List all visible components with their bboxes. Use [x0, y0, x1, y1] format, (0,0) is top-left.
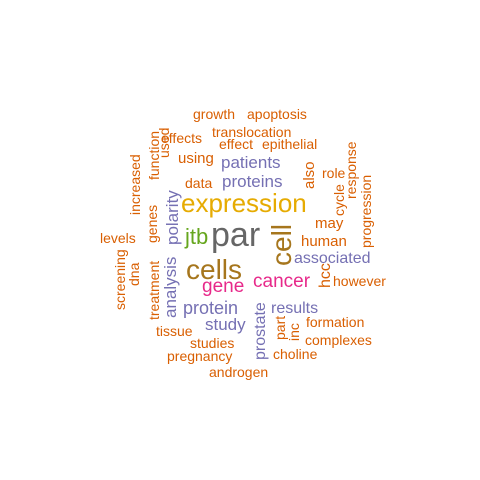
word-may: may [315, 215, 344, 232]
word-proteins: proteins [222, 172, 283, 191]
word-treatment: treatment [146, 260, 162, 320]
word-translocation: translocation [212, 124, 292, 140]
word-apoptosis: apoptosis [247, 106, 307, 122]
word-cells: cells [186, 254, 243, 285]
word-growth: growth [193, 106, 236, 122]
word-dna: dna [126, 262, 142, 286]
word-used: used [156, 127, 172, 158]
word-prostate: prostate [252, 302, 269, 360]
word-results: results [271, 300, 319, 317]
word-data: data [185, 175, 213, 191]
word-expression: expression [181, 188, 307, 218]
word-however: however [333, 273, 386, 289]
word-also: also [301, 161, 318, 189]
word-levels: levels [100, 230, 136, 246]
word-response: response [343, 141, 359, 199]
word-cancer: cancer [253, 271, 311, 292]
word-effect: effect [219, 136, 253, 152]
word-complexes: complexes [305, 332, 372, 348]
word-cell: cell [266, 223, 297, 266]
word-formation: formation [306, 314, 365, 330]
word-associated: associated [294, 250, 371, 267]
word-par: par [211, 216, 261, 254]
word-epithelial: epithelial [262, 136, 318, 152]
word-jtb: jtb [185, 224, 209, 249]
word-progression: progression [358, 174, 374, 248]
word-role: role [322, 165, 346, 181]
word-hcc: hcc [317, 263, 334, 288]
word-androgen: androgen [209, 364, 269, 380]
word-pregnancy: pregnancy [167, 348, 233, 364]
word-protein: protein [183, 298, 239, 318]
word-increased: increased [127, 154, 143, 215]
word-screening: screening [112, 249, 128, 310]
word-part: part [272, 315, 288, 340]
word-choline: choline [273, 346, 318, 362]
word-tissue: tissue [156, 323, 193, 339]
word-human: human [301, 233, 347, 250]
word-genes: genes [144, 204, 160, 243]
word-studies: studies [190, 335, 235, 351]
word-analysis: analysis [161, 256, 180, 318]
word-gene: gene [202, 276, 245, 297]
word-using: using [178, 150, 214, 167]
word-study: study [205, 315, 246, 334]
word-inc: inc [286, 323, 302, 341]
word-effects: effects [161, 130, 202, 146]
word-patients: patients [221, 153, 281, 172]
word-polarity: polarity [163, 190, 182, 245]
